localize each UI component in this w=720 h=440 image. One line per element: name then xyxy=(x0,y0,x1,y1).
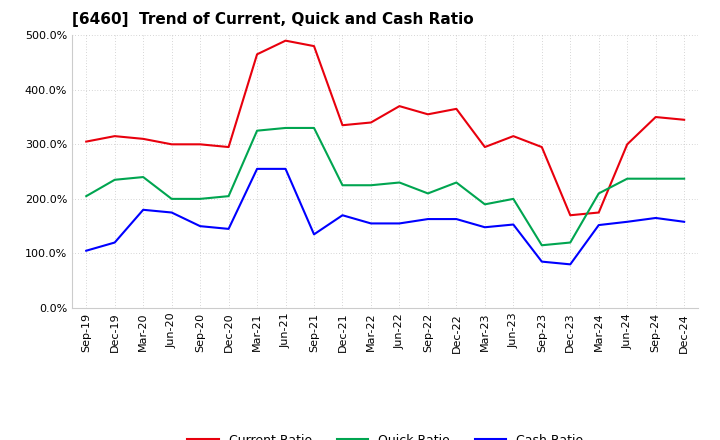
Current Ratio xyxy=(652,114,660,120)
Cash Ratio xyxy=(310,232,318,237)
Quick Ratio xyxy=(253,128,261,133)
Line: Current Ratio: Current Ratio xyxy=(86,40,684,215)
Cash Ratio xyxy=(537,259,546,264)
Quick Ratio xyxy=(680,176,688,181)
Current Ratio xyxy=(139,136,148,142)
Current Ratio xyxy=(82,139,91,144)
Cash Ratio xyxy=(139,207,148,213)
Current Ratio xyxy=(480,144,489,150)
Text: [6460]  Trend of Current, Quick and Cash Ratio: [6460] Trend of Current, Quick and Cash … xyxy=(72,12,474,27)
Cash Ratio xyxy=(196,224,204,229)
Current Ratio xyxy=(595,210,603,215)
Quick Ratio xyxy=(509,196,518,202)
Cash Ratio xyxy=(338,213,347,218)
Cash Ratio xyxy=(480,224,489,230)
Quick Ratio xyxy=(452,180,461,185)
Cash Ratio xyxy=(452,216,461,222)
Current Ratio xyxy=(537,144,546,150)
Current Ratio xyxy=(623,142,631,147)
Quick Ratio xyxy=(480,202,489,207)
Current Ratio xyxy=(366,120,375,125)
Current Ratio xyxy=(167,142,176,147)
Cash Ratio xyxy=(509,222,518,227)
Cash Ratio xyxy=(82,248,91,253)
Line: Quick Ratio: Quick Ratio xyxy=(86,128,684,245)
Cash Ratio xyxy=(566,262,575,267)
Current Ratio xyxy=(423,112,432,117)
Cash Ratio xyxy=(110,240,119,245)
Line: Cash Ratio: Cash Ratio xyxy=(86,169,684,264)
Cash Ratio xyxy=(225,226,233,231)
Current Ratio xyxy=(452,106,461,111)
Legend: Current Ratio, Quick Ratio, Cash Ratio: Current Ratio, Quick Ratio, Cash Ratio xyxy=(182,429,588,440)
Quick Ratio xyxy=(395,180,404,185)
Current Ratio xyxy=(509,133,518,139)
Current Ratio xyxy=(310,44,318,49)
Quick Ratio xyxy=(167,196,176,202)
Quick Ratio xyxy=(338,183,347,188)
Quick Ratio xyxy=(652,176,660,181)
Quick Ratio xyxy=(366,183,375,188)
Quick Ratio xyxy=(225,194,233,199)
Quick Ratio xyxy=(139,174,148,180)
Current Ratio xyxy=(395,103,404,109)
Quick Ratio xyxy=(310,125,318,131)
Current Ratio xyxy=(282,38,290,43)
Current Ratio xyxy=(225,144,233,150)
Quick Ratio xyxy=(566,240,575,245)
Cash Ratio xyxy=(395,221,404,226)
Current Ratio xyxy=(110,133,119,139)
Cash Ratio xyxy=(623,219,631,224)
Current Ratio xyxy=(680,117,688,122)
Current Ratio xyxy=(253,51,261,57)
Quick Ratio xyxy=(623,176,631,181)
Quick Ratio xyxy=(423,191,432,196)
Cash Ratio xyxy=(282,166,290,172)
Quick Ratio xyxy=(282,125,290,131)
Quick Ratio xyxy=(595,191,603,196)
Cash Ratio xyxy=(680,219,688,224)
Cash Ratio xyxy=(652,215,660,220)
Quick Ratio xyxy=(537,242,546,248)
Quick Ratio xyxy=(110,177,119,183)
Cash Ratio xyxy=(253,166,261,172)
Current Ratio xyxy=(566,213,575,218)
Cash Ratio xyxy=(595,223,603,228)
Current Ratio xyxy=(196,142,204,147)
Cash Ratio xyxy=(423,216,432,222)
Quick Ratio xyxy=(82,194,91,199)
Quick Ratio xyxy=(196,196,204,202)
Cash Ratio xyxy=(167,210,176,215)
Cash Ratio xyxy=(366,221,375,226)
Current Ratio xyxy=(338,123,347,128)
